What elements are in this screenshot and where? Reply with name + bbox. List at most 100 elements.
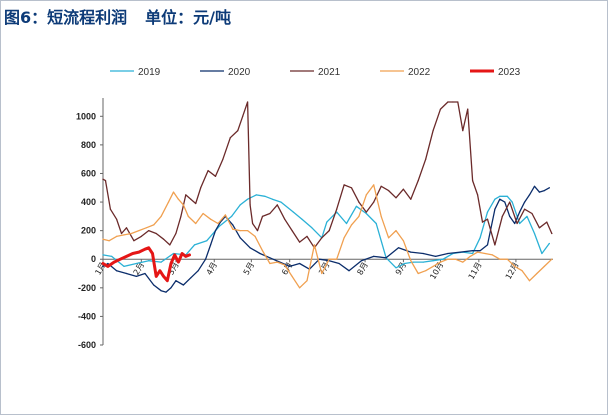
- point-2021: [388, 190, 390, 192]
- point-2021: [472, 180, 474, 182]
- point-2021: [410, 198, 412, 200]
- point-2022: [350, 224, 353, 226]
- point-2021: [242, 115, 244, 117]
- y-tick-label-600: 600: [81, 168, 96, 178]
- legend-label-2021: 2021: [318, 67, 341, 78]
- y-tick-label-400: 400: [81, 197, 96, 207]
- point-2021: [222, 158, 224, 160]
- point-2023: [185, 255, 187, 257]
- point-2019: [206, 240, 208, 242]
- point-2021: [432, 130, 434, 132]
- point-2021: [447, 101, 449, 103]
- point-2022: [536, 272, 538, 275]
- point-2021: [306, 235, 308, 237]
- point-2022: [182, 204, 184, 206]
- point-2023: [159, 270, 161, 272]
- point-2020: [543, 190, 545, 192]
- point-2020: [479, 250, 481, 252]
- point-2019: [472, 252, 474, 255]
- point-2019: [432, 260, 434, 262]
- point-2020: [514, 222, 516, 225]
- line-2020: [102, 185, 550, 293]
- point-2020: [116, 270, 118, 272]
- point-2022: [102, 238, 104, 240]
- point-2023: [166, 280, 168, 282]
- legend-label-2020: 2020: [228, 67, 251, 78]
- point-2022: [551, 258, 553, 260]
- point-2020: [318, 258, 320, 260]
- point-2019: [355, 205, 357, 207]
- point-2019: [511, 201, 513, 203]
- point-2020: [538, 191, 541, 193]
- point-2022: [276, 261, 278, 263]
- point-2019: [135, 262, 137, 265]
- point-2019: [160, 261, 162, 263]
- point-2019: [395, 267, 397, 269]
- point-2019: [271, 198, 273, 200]
- legend-item-2020: 2020: [200, 67, 251, 78]
- point-2022: [336, 258, 338, 260]
- point-2019: [102, 254, 104, 256]
- point-2023: [107, 265, 109, 267]
- point-2022: [388, 237, 390, 239]
- point-2020: [533, 185, 536, 187]
- point-2021: [439, 108, 442, 110]
- point-2022: [528, 280, 531, 282]
- point-2021: [148, 230, 150, 232]
- point-2020: [153, 284, 155, 286]
- line-2023: [101, 246, 191, 283]
- point-2020: [165, 291, 167, 293]
- legend-label-2022: 2022: [408, 67, 431, 78]
- point-2023: [181, 252, 183, 255]
- point-2019: [111, 255, 113, 257]
- point-2023: [174, 254, 176, 256]
- point-2021: [249, 204, 251, 206]
- point-2021: [402, 188, 404, 190]
- point-2019: [193, 244, 196, 246]
- point-2023: [148, 247, 150, 249]
- point-2019: [255, 194, 257, 196]
- point-2021: [343, 184, 345, 186]
- point-2023: [177, 261, 179, 263]
- point-2021: [284, 218, 286, 220]
- point-2022: [343, 237, 345, 239]
- point-2019: [123, 265, 125, 267]
- point-2022: [425, 270, 427, 272]
- point-2022: [254, 235, 256, 237]
- point-2023: [138, 251, 140, 253]
- point-2021: [261, 215, 264, 217]
- point-2019: [375, 222, 377, 225]
- point-2021: [175, 232, 177, 235]
- point-2022: [410, 260, 412, 262]
- point-2021: [481, 221, 484, 223]
- point-2021: [200, 187, 202, 189]
- point-2022: [432, 265, 434, 267]
- point-2021: [252, 222, 254, 225]
- point-2022: [232, 228, 234, 230]
- point-2022: [130, 232, 132, 235]
- y-tick-label--600: -600: [78, 340, 96, 350]
- point-2022: [284, 264, 286, 266]
- point-2020: [160, 290, 162, 292]
- point-2022: [239, 230, 241, 232]
- series-lines: [101, 101, 553, 293]
- point-2021: [247, 101, 249, 103]
- point-2020: [509, 215, 511, 217]
- point-2021: [109, 208, 111, 210]
- point-2021: [207, 170, 209, 172]
- point-2021: [125, 227, 128, 229]
- y-tick-label-200: 200: [81, 226, 96, 236]
- point-2019: [365, 212, 367, 215]
- point-2021: [538, 227, 541, 229]
- point-2020: [360, 260, 362, 262]
- point-2019: [499, 195, 501, 197]
- point-2023: [102, 262, 104, 265]
- point-2020: [182, 284, 184, 286]
- point-2022: [447, 258, 449, 260]
- point-2022: [224, 214, 226, 216]
- point-2022: [373, 184, 375, 186]
- point-2022: [172, 191, 175, 193]
- point-2022: [380, 215, 382, 217]
- point-2020: [472, 250, 474, 252]
- point-2021: [531, 212, 533, 215]
